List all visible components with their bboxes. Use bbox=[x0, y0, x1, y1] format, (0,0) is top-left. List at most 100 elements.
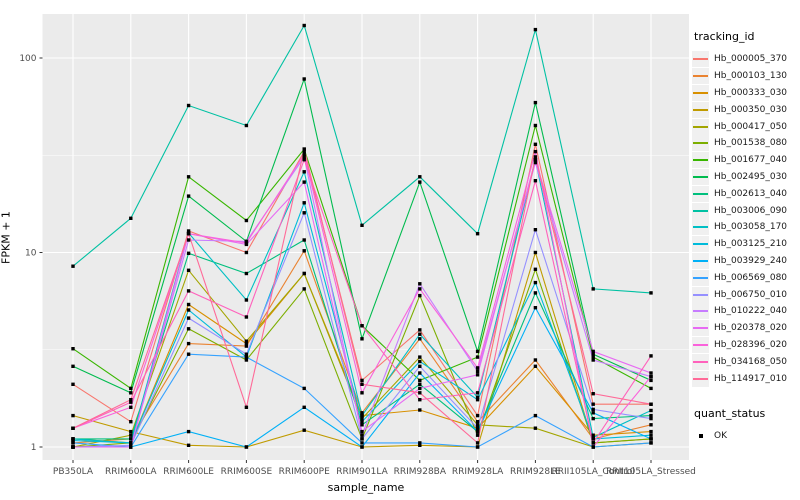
data-point bbox=[186, 341, 191, 346]
data-point bbox=[302, 152, 306, 156]
data-point bbox=[129, 391, 133, 395]
legend-key-color-line bbox=[693, 276, 708, 279]
data-point bbox=[302, 249, 306, 253]
data-point bbox=[360, 223, 364, 227]
legend-item: Hb_002495_030 bbox=[692, 168, 800, 186]
data-point bbox=[418, 441, 422, 445]
legend-item: Hb_003058_170 bbox=[692, 219, 800, 236]
data-point bbox=[533, 267, 538, 271]
x-tick-label: PB350LA bbox=[53, 467, 94, 477]
data-point bbox=[475, 349, 480, 354]
x-tick-label: RRIM901LA bbox=[336, 467, 388, 477]
legend-item-label: Hb_034168_050 bbox=[714, 356, 788, 367]
legend-item-label: Hb_006750_010 bbox=[714, 289, 788, 300]
data-point bbox=[360, 337, 364, 341]
legend-item-label: Hb_003058_170 bbox=[714, 222, 788, 233]
x-tick-label: RRIM600LA bbox=[105, 467, 157, 477]
data-point bbox=[418, 293, 422, 298]
legend-key-color-line bbox=[693, 377, 708, 380]
data-point bbox=[649, 354, 653, 358]
legend-item: Hb_020378_020 bbox=[692, 320, 800, 337]
data-point bbox=[302, 23, 306, 28]
data-point bbox=[71, 413, 75, 418]
data-point bbox=[360, 441, 364, 445]
data-point bbox=[649, 441, 653, 445]
legend-items-quant: OK bbox=[692, 428, 800, 445]
data-point bbox=[418, 332, 422, 336]
legend-key-line-icon bbox=[692, 286, 709, 303]
legend-item: Hb_000350_030 bbox=[692, 101, 800, 118]
data-point bbox=[649, 437, 653, 441]
data-point bbox=[302, 428, 306, 432]
data-point bbox=[71, 426, 75, 430]
data-point bbox=[418, 337, 422, 341]
legend-item-label: Hb_002613_040 bbox=[714, 188, 788, 199]
data-point bbox=[591, 349, 595, 354]
data-point bbox=[475, 433, 480, 437]
data-point bbox=[129, 216, 133, 220]
legend-item: Hb_002613_040 bbox=[692, 185, 800, 202]
legend-item: Hb_003125_210 bbox=[692, 236, 800, 253]
legend-item: Hb_003929_240 bbox=[692, 252, 800, 270]
data-point bbox=[186, 251, 191, 255]
data-point bbox=[71, 445, 75, 449]
data-point bbox=[533, 100, 538, 105]
data-point bbox=[475, 445, 480, 449]
data-point bbox=[244, 445, 249, 449]
data-point bbox=[186, 194, 191, 198]
data-point bbox=[302, 77, 306, 81]
data-point bbox=[129, 398, 133, 402]
data-point bbox=[533, 364, 538, 368]
data-point bbox=[244, 344, 249, 348]
data-point bbox=[475, 441, 480, 445]
data-point bbox=[244, 405, 249, 409]
data-point bbox=[649, 408, 653, 413]
data-point bbox=[649, 429, 653, 434]
data-point bbox=[591, 445, 595, 449]
data-point bbox=[533, 306, 538, 310]
data-point bbox=[591, 411, 595, 415]
legend-key-line-icon bbox=[692, 219, 709, 236]
legend-item-label: Hb_003929_240 bbox=[714, 255, 788, 266]
legend-item-label: Hb_028396_020 bbox=[714, 339, 788, 350]
legend-key-color-line bbox=[693, 75, 708, 78]
data-point bbox=[129, 433, 133, 437]
data-point bbox=[475, 232, 480, 236]
data-point bbox=[649, 378, 653, 383]
data-point bbox=[186, 429, 191, 434]
legend-key-color-line bbox=[693, 259, 708, 262]
data-point bbox=[591, 358, 595, 362]
data-point bbox=[129, 400, 133, 404]
data-point bbox=[649, 386, 653, 391]
legend: tracking_id Hb_000005_370 Hb_000103_130 Hb… bbox=[692, 30, 800, 445]
data-point bbox=[418, 282, 422, 286]
legend-key-color-line bbox=[693, 58, 708, 61]
data-point bbox=[475, 398, 480, 402]
x-tick-label: RRIM928LE bbox=[510, 467, 561, 477]
legend-key-color-line bbox=[693, 243, 708, 246]
legend-item-label: Hb_003006_090 bbox=[714, 205, 788, 216]
data-point bbox=[360, 445, 364, 449]
data-point bbox=[186, 268, 191, 272]
data-point bbox=[186, 289, 191, 293]
data-point bbox=[129, 420, 133, 424]
data-point bbox=[186, 308, 191, 312]
data-point bbox=[302, 201, 306, 205]
data-point bbox=[244, 355, 249, 359]
data-point bbox=[649, 374, 653, 379]
data-point bbox=[475, 429, 480, 434]
data-point bbox=[302, 147, 306, 151]
data-point bbox=[533, 123, 538, 128]
data-point bbox=[533, 358, 538, 362]
legend-key-line-icon bbox=[692, 135, 709, 152]
data-point bbox=[418, 175, 422, 179]
data-point bbox=[244, 241, 249, 245]
legend-title-tracking: tracking_id bbox=[694, 30, 755, 43]
data-point bbox=[475, 395, 480, 399]
x-tick-label: RRIM928BA bbox=[394, 467, 447, 477]
data-point bbox=[418, 287, 422, 291]
data-point bbox=[302, 271, 306, 276]
legend-item-quant: OK bbox=[692, 428, 800, 445]
data-point bbox=[533, 142, 538, 146]
data-point bbox=[475, 355, 480, 359]
